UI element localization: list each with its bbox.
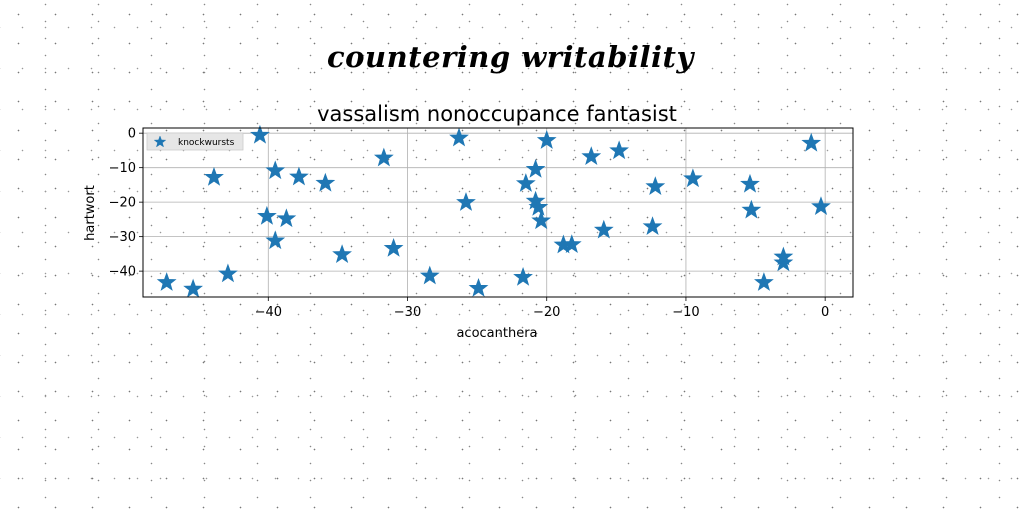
data-point bbox=[204, 166, 224, 186]
data-point bbox=[811, 196, 831, 216]
chart-title: vassalism nonoccupance fantasist bbox=[317, 102, 677, 126]
data-point bbox=[801, 132, 822, 152]
legend-label-knockwursts: knockwursts bbox=[178, 138, 235, 148]
x-tick-label: −30 bbox=[394, 305, 421, 320]
data-point bbox=[754, 272, 774, 291]
data-point bbox=[265, 230, 286, 250]
data-point bbox=[773, 246, 794, 266]
data-point bbox=[683, 168, 703, 188]
y-tick-label: −40 bbox=[109, 265, 136, 280]
y-axis-label: hartwort bbox=[83, 185, 98, 241]
data-point bbox=[456, 192, 476, 211]
data-point bbox=[257, 205, 277, 225]
data-point bbox=[581, 146, 602, 166]
data-point bbox=[315, 172, 336, 192]
data-point bbox=[468, 277, 489, 297]
data-point bbox=[642, 216, 663, 236]
data-point bbox=[513, 266, 533, 286]
data-point bbox=[515, 173, 536, 192]
y-tick-label: −10 bbox=[109, 161, 136, 176]
data-point bbox=[289, 166, 309, 186]
data-point bbox=[593, 219, 614, 239]
data-point bbox=[383, 237, 404, 257]
data-point bbox=[265, 160, 286, 180]
data-point bbox=[449, 127, 469, 147]
data-point bbox=[525, 159, 546, 178]
data-points bbox=[156, 124, 831, 298]
data-point bbox=[332, 244, 352, 263]
x-tick-label: −10 bbox=[672, 305, 699, 320]
x-tick-label: 0 bbox=[821, 305, 829, 320]
data-point bbox=[156, 272, 177, 291]
data-point bbox=[609, 140, 629, 160]
data-point bbox=[645, 176, 666, 196]
y-tick-label: −30 bbox=[109, 230, 136, 245]
data-point bbox=[773, 252, 794, 272]
data-point bbox=[531, 210, 552, 230]
data-point bbox=[183, 278, 203, 298]
data-point bbox=[373, 147, 394, 167]
figure-title: countering writability bbox=[327, 40, 694, 74]
axis-ticks: −40 −30 −20 −10 0 0 −10 −20 −30 −40 bbox=[109, 127, 830, 320]
data-point bbox=[276, 208, 297, 228]
x-tick-label: −40 bbox=[255, 305, 282, 320]
data-point bbox=[561, 234, 582, 253]
legend-box bbox=[146, 132, 244, 151]
x-tick-label: −20 bbox=[533, 305, 560, 320]
plot-frame bbox=[142, 127, 854, 298]
legend-marker-icon bbox=[153, 135, 167, 148]
data-point bbox=[740, 173, 760, 193]
y-tick-label: −20 bbox=[109, 196, 136, 211]
y-tick-label: 0 bbox=[128, 127, 136, 142]
x-axis-label: acocanthera bbox=[456, 326, 537, 341]
data-point bbox=[741, 199, 762, 219]
legend: knockwursts bbox=[146, 132, 244, 151]
grid bbox=[143, 128, 853, 297]
data-point bbox=[528, 196, 549, 216]
data-point bbox=[536, 130, 557, 149]
data-point bbox=[419, 265, 440, 285]
data-point bbox=[218, 263, 238, 283]
data-point bbox=[250, 124, 270, 144]
